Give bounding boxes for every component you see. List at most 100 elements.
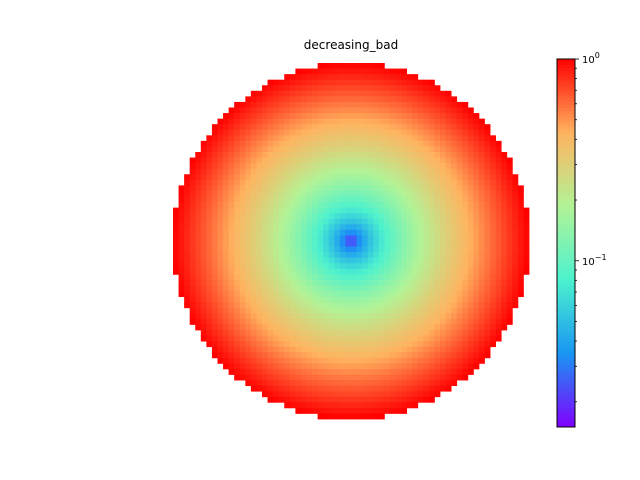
heatmap-cell	[339, 324, 346, 331]
heatmap-cell	[423, 318, 430, 325]
heatmap-cell	[273, 190, 280, 197]
heatmap-cell	[462, 157, 469, 164]
heatmap-cell	[445, 341, 452, 348]
heatmap-cell	[367, 113, 374, 120]
heatmap-cell	[423, 135, 430, 142]
heatmap-cell	[367, 224, 374, 231]
heatmap-cell	[267, 380, 274, 387]
heatmap-cell	[262, 207, 268, 214]
heatmap-cell	[345, 168, 352, 175]
heatmap-cell	[262, 213, 268, 220]
heatmap-cell	[484, 229, 491, 236]
heatmap-cell	[306, 96, 313, 103]
heatmap-cell	[478, 291, 485, 298]
heatmap-cell	[273, 318, 280, 325]
heatmap-cell	[256, 246, 263, 253]
heatmap-cell	[345, 346, 352, 353]
heatmap-cell	[406, 263, 413, 270]
heatmap-cell	[239, 346, 246, 353]
heatmap-cell	[478, 168, 485, 175]
heatmap-cell	[428, 185, 435, 192]
heatmap-cell	[289, 229, 296, 236]
heatmap-cell	[334, 163, 341, 170]
heatmap-cell	[228, 241, 235, 247]
heatmap-cell	[189, 168, 196, 175]
heatmap-cell	[284, 140, 291, 147]
heatmap-cell	[389, 368, 396, 375]
heatmap-cell	[206, 263, 213, 270]
heatmap-cell	[356, 146, 363, 153]
heatmap-cell	[440, 368, 446, 375]
heatmap-cell	[195, 168, 202, 175]
heatmap-cell	[239, 152, 246, 158]
heatmap-cell	[345, 146, 352, 153]
heatmap-cell	[245, 157, 252, 164]
heatmap-cell	[484, 274, 491, 281]
colorbar-segment	[557, 101, 575, 106]
heatmap-cell	[273, 135, 280, 142]
heatmap-cell	[501, 218, 508, 225]
heatmap-cell	[223, 268, 230, 275]
heatmap-cell	[406, 252, 413, 259]
heatmap-cell	[351, 252, 357, 259]
heatmap-cell	[478, 263, 485, 270]
heatmap-cell	[423, 396, 430, 403]
heatmap-cell	[356, 335, 363, 342]
heatmap-cell	[256, 357, 263, 364]
heatmap-cell	[406, 318, 413, 325]
heatmap-cell	[250, 241, 257, 247]
heatmap-cell	[300, 374, 307, 381]
heatmap-cell	[345, 241, 352, 247]
heatmap-cell	[423, 257, 430, 264]
heatmap-cell	[312, 168, 319, 175]
colorbar-segment	[557, 147, 575, 152]
heatmap-cell	[245, 229, 252, 236]
heatmap-cell	[312, 118, 319, 125]
heatmap-cell	[506, 174, 513, 181]
heatmap-cell	[189, 291, 196, 298]
heatmap-cell	[334, 335, 341, 342]
heatmap-cell	[295, 146, 302, 153]
heatmap-cell	[345, 313, 352, 320]
heatmap-cell	[284, 285, 291, 292]
heatmap-cell	[373, 391, 380, 398]
colorbar-segment	[557, 279, 575, 284]
heatmap-cell	[473, 330, 480, 336]
colorbar-segment	[557, 371, 575, 376]
heatmap-cell	[356, 107, 363, 114]
heatmap-cell	[367, 324, 374, 331]
heatmap-cell	[345, 246, 352, 253]
heatmap-cell	[462, 302, 469, 309]
heatmap-cell	[267, 396, 274, 403]
heatmap-cell	[317, 296, 324, 303]
heatmap-cell	[378, 235, 385, 242]
heatmap-cell	[478, 268, 485, 275]
heatmap-cell	[234, 146, 241, 153]
heatmap-cell	[367, 124, 374, 131]
heatmap-cell	[462, 202, 469, 209]
heatmap-cell	[206, 135, 213, 142]
heatmap-cell	[367, 63, 374, 69]
heatmap-cell	[323, 324, 330, 331]
heatmap-cell	[423, 118, 430, 125]
heatmap-cell	[367, 235, 374, 242]
heatmap-cell	[389, 257, 396, 264]
heatmap-cell	[250, 152, 257, 158]
heatmap-cell	[217, 135, 224, 142]
heatmap-cell	[345, 402, 352, 409]
heatmap-cell	[300, 135, 307, 142]
heatmap-cell	[490, 252, 497, 259]
heatmap-cell	[434, 157, 441, 164]
heatmap-cell	[467, 346, 474, 353]
heatmap-cell	[412, 335, 419, 342]
heatmap-cell	[262, 268, 268, 275]
heatmap-cell	[501, 274, 508, 281]
heatmap-cell	[339, 135, 346, 142]
heatmap-cell	[417, 90, 424, 97]
heatmap-cell	[295, 285, 302, 292]
heatmap-cell	[362, 241, 369, 247]
heatmap-cell	[373, 241, 380, 247]
heatmap-cell	[378, 174, 385, 181]
heatmap-cell	[317, 307, 324, 314]
